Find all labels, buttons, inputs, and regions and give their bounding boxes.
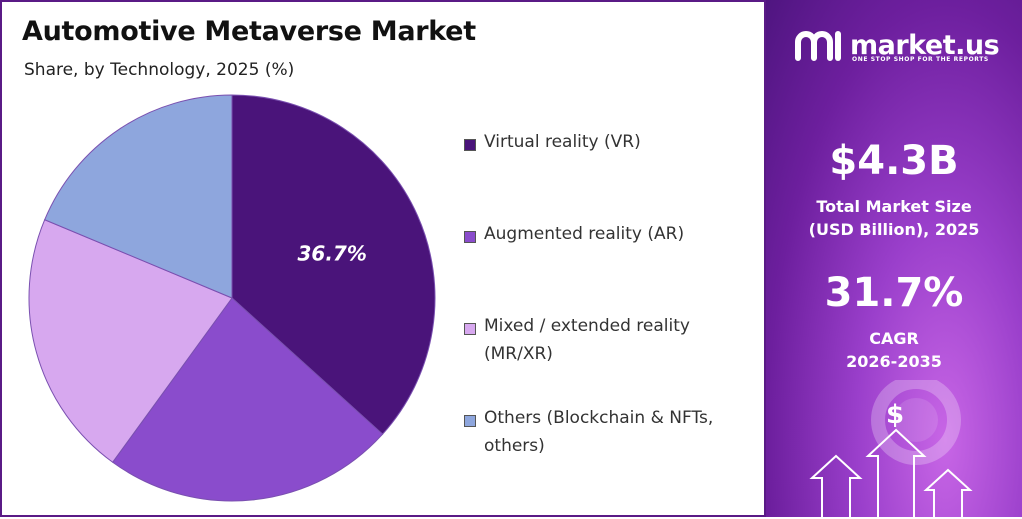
legend-swatch xyxy=(464,323,476,335)
brand-logo: market.us xyxy=(792,28,1000,64)
legend-label-line: Others (Blockchain & NFTs, xyxy=(484,408,714,428)
cagr-label: CAGR xyxy=(869,329,919,348)
pie-chart: 36.7% xyxy=(28,94,436,502)
cagr-value: 31.7% xyxy=(824,270,964,316)
legend-label: Virtual reality (VR) xyxy=(484,128,754,156)
summary-panel: $ market.us ONE STOP SHOP FOR THE REPORT… xyxy=(766,0,1022,517)
legend-label-line: Augmented reality (AR) xyxy=(484,224,685,244)
pie-slice xyxy=(44,94,233,299)
pie-data-label: 36.7% xyxy=(297,242,366,266)
chart-title: Automotive Metaverse Market xyxy=(22,16,476,47)
legend-swatch xyxy=(464,231,476,243)
chart-panel: Automotive Metaverse Market Share, by Te… xyxy=(0,0,766,517)
dollar-icon: $ xyxy=(886,400,905,430)
pie-slice xyxy=(231,94,436,435)
legend-label: Others (Blockchain & NFTs, others) xyxy=(484,404,754,460)
market-size-label-line2: (USD Billion), 2025 xyxy=(808,220,980,239)
legend-label-line: Mixed / extended reality xyxy=(484,316,690,336)
market-size-label-line1: Total Market Size xyxy=(816,197,972,216)
logo-icon xyxy=(795,31,841,61)
legend-item: Others (Blockchain & NFTs, others) xyxy=(464,408,754,460)
legend-label: Mixed / extended reality (MR/XR) xyxy=(484,312,754,368)
cagr-period: 2026-2035 xyxy=(846,352,942,371)
legend-label-line: others) xyxy=(484,436,545,456)
brand-name: market.us xyxy=(850,30,1000,61)
legend-label-line: Virtual reality (VR) xyxy=(484,132,641,152)
legend-label-line: (MR/XR) xyxy=(484,344,553,364)
legend-item: Augmented reality (AR) xyxy=(464,224,754,248)
growth-arrows-icon xyxy=(809,380,973,517)
market-size-value: $4.3B xyxy=(829,138,959,184)
legend-item: Mixed / extended reality (MR/XR) xyxy=(464,316,754,368)
legend-swatch xyxy=(464,139,476,151)
pie-slice xyxy=(28,219,233,463)
chart-subtitle: Share, by Technology, 2025 (%) xyxy=(24,60,295,80)
legend-swatch xyxy=(464,415,476,427)
legend-item: Virtual reality (VR) xyxy=(464,132,754,156)
brand-tagline: ONE STOP SHOP FOR THE REPORTS xyxy=(852,56,989,63)
pie-slice xyxy=(111,297,384,502)
legend-label: Augmented reality (AR) xyxy=(484,220,754,248)
